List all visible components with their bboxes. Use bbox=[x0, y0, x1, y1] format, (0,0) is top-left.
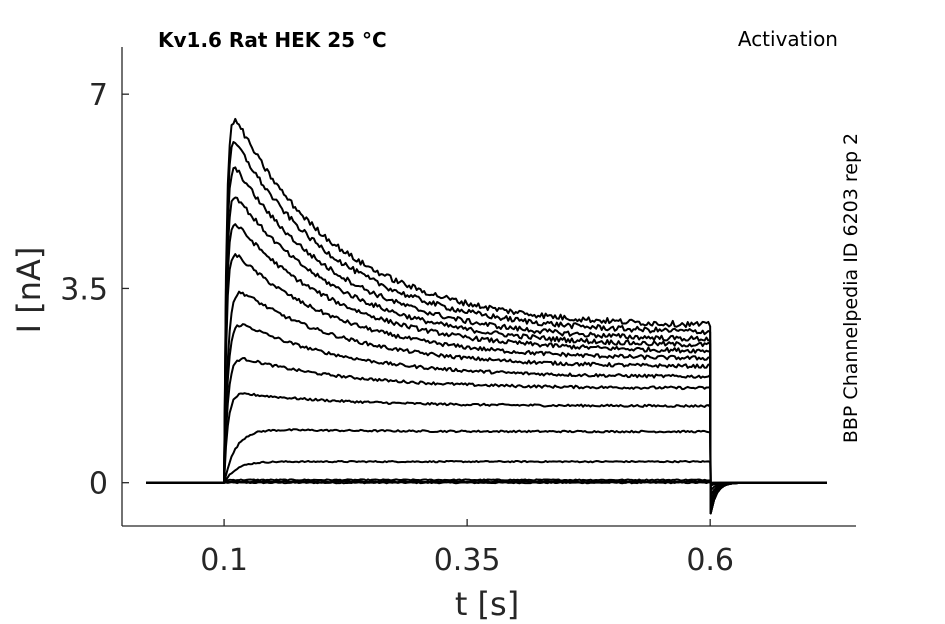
y-tick-label: 7 bbox=[89, 78, 108, 113]
y-axis-ticks: 03.57 bbox=[60, 78, 129, 502]
current-trace-5 bbox=[146, 428, 827, 492]
y-tick-label: 3.5 bbox=[60, 272, 108, 307]
x-axis-ticks: 0.1 0.35 0.6 bbox=[200, 519, 734, 578]
current-trace-12 bbox=[146, 196, 827, 515]
current-trace-14 bbox=[146, 141, 827, 515]
y-tick-label: 0 bbox=[89, 467, 108, 502]
x-axis-label: t [s] bbox=[455, 585, 519, 623]
current-trace-15 bbox=[146, 117, 827, 515]
x-tick-label: 0.35 bbox=[434, 543, 501, 578]
current-traces bbox=[146, 117, 827, 515]
current-trace-11 bbox=[146, 223, 827, 515]
chart-title: Kv1.6 Rat HEK 25 °C bbox=[158, 28, 387, 52]
current-trace-4 bbox=[146, 459, 827, 487]
protocol-label: Activation bbox=[738, 27, 838, 51]
current-trace-6 bbox=[146, 392, 827, 497]
current-trace-2 bbox=[146, 480, 827, 484]
source-id-label: BBP Channelpedia ID 6203 rep 2 bbox=[840, 133, 862, 443]
y-axis-label: I [nA] bbox=[10, 247, 48, 334]
current-trace-7 bbox=[146, 357, 827, 502]
current-trace-10 bbox=[146, 253, 827, 515]
x-tick-label: 0.6 bbox=[686, 543, 734, 578]
x-tick-label: 0.1 bbox=[200, 543, 248, 578]
current-trace-13 bbox=[146, 166, 827, 515]
current-trace-8 bbox=[146, 323, 827, 507]
current-trace-3 bbox=[146, 478, 827, 485]
current-trace-9 bbox=[146, 290, 827, 512]
